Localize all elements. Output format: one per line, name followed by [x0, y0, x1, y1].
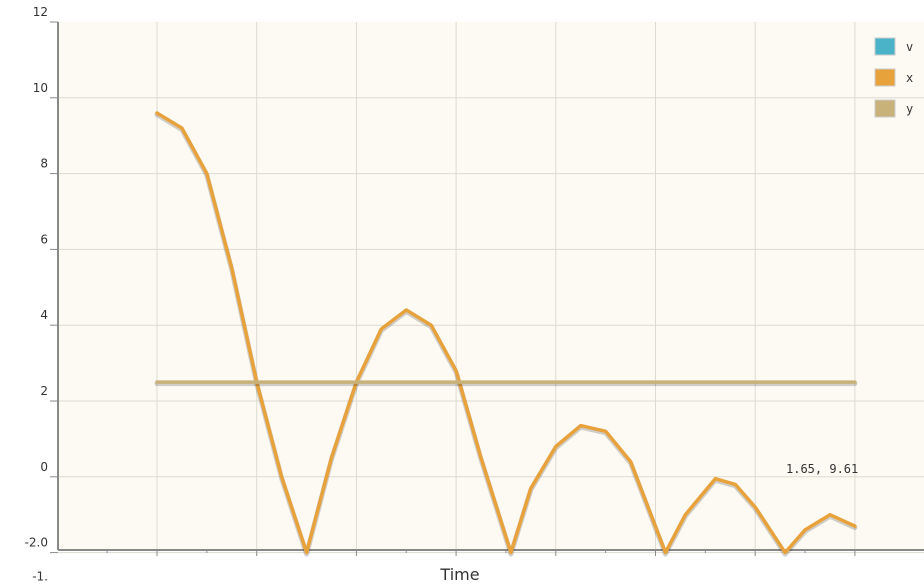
- y-tick-label: 8: [40, 157, 48, 171]
- y-tick-label: -2.0: [25, 536, 48, 550]
- y-tick-label: 12: [33, 5, 48, 19]
- y-tick-label: -1.: [32, 570, 48, 584]
- legend-swatch-y: [874, 99, 896, 118]
- legend-label-x: x: [906, 71, 913, 85]
- y-tick-label: 2: [40, 384, 48, 398]
- y-tick-labels: 12 10 8 6 4 2 0 -2.0 -1.: [25, 5, 58, 584]
- series-line-x: [155, 111, 857, 555]
- series-lines: [154, 111, 858, 557]
- legend-label-v: v: [906, 40, 913, 54]
- gridlines: [58, 22, 924, 554]
- legend-swatch-x: [874, 68, 896, 87]
- point-annotation: 1.65, 9.61: [786, 462, 858, 476]
- y-tick-label: 10: [33, 81, 48, 95]
- legend-label-y: y: [906, 102, 913, 116]
- y-tick-label: 4: [40, 308, 48, 322]
- x-axis-label: Time: [439, 565, 479, 584]
- plot-area-background: [58, 22, 924, 550]
- legend: v x y: [874, 37, 913, 118]
- legend-swatch-v: [874, 37, 896, 56]
- y-tick-label: 6: [40, 232, 48, 246]
- axes: [57, 22, 924, 551]
- y-tick-label: 0: [40, 460, 48, 474]
